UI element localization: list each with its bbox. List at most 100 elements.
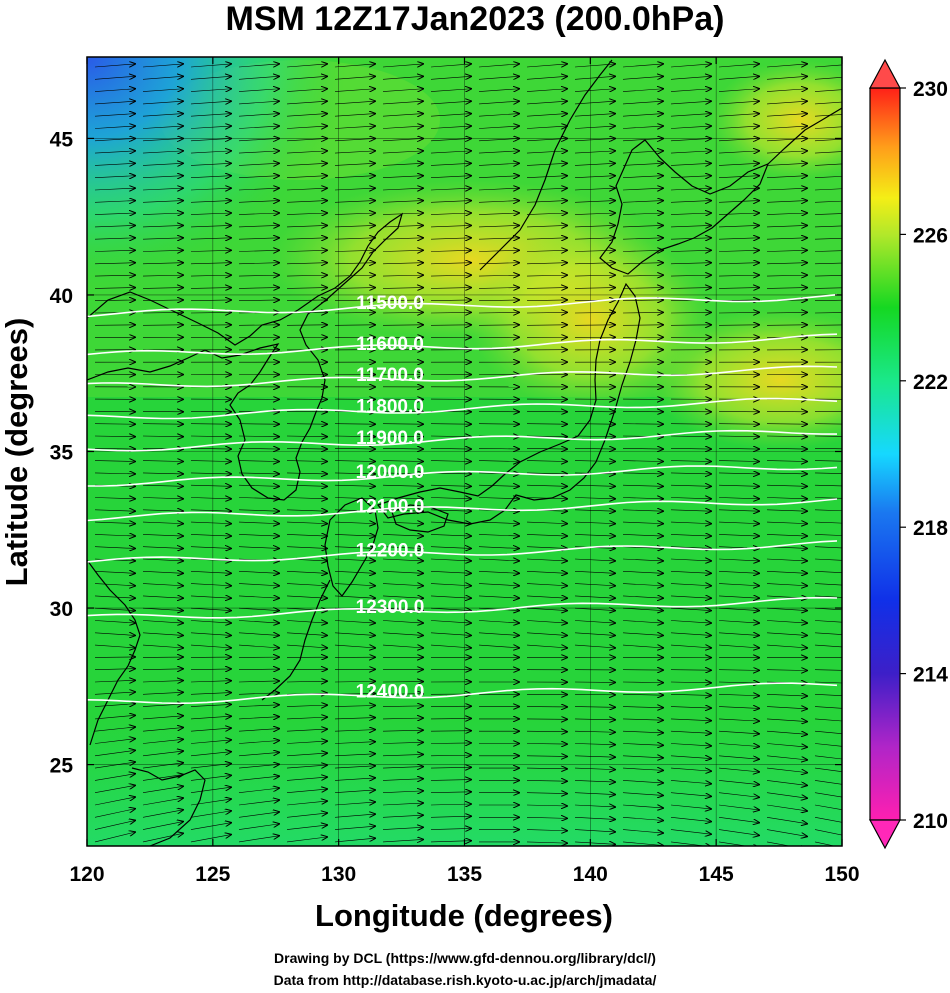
wind-arrow: [382, 436, 423, 437]
wind-arrow: [526, 547, 567, 549]
wind-arrow: [142, 728, 183, 732]
wind-arrow: [382, 424, 423, 425]
coast-hokkaido: [599, 139, 770, 275]
wind-arrow: [382, 571, 423, 573]
wind-arrow: [718, 682, 759, 683]
wind-arrow: [622, 694, 663, 695]
wind-arrow: [190, 835, 231, 843]
wind-arrow: [94, 89, 135, 92]
wind-arrow: [190, 498, 231, 499]
wind-arrow: [670, 473, 711, 474]
wind-arrow: [142, 461, 183, 462]
wind-arrow: [766, 64, 807, 67]
wind-arrow: [334, 263, 375, 264]
wind-arrow: [238, 717, 279, 719]
wind-arrow: [142, 263, 183, 264]
wind-arrow: [478, 645, 519, 648]
contour-label: 11800.0: [356, 396, 424, 417]
wind-arrow: [190, 728, 231, 731]
wind-arrow: [718, 238, 759, 239]
wind-arrow: [142, 176, 183, 178]
wind-arrow: [574, 213, 615, 215]
wind-arrow: [382, 225, 423, 226]
wind-arrow: [670, 176, 711, 178]
wind-arrow: [574, 188, 615, 190]
wind-arrow: [622, 201, 663, 203]
wind-arrow: [718, 829, 759, 836]
wind-arrow: [718, 694, 759, 695]
wind-arrow: [718, 176, 759, 178]
wind-arrow: [622, 633, 663, 636]
wind-arrow: [286, 485, 327, 486]
wind-arrow: [526, 101, 567, 104]
wind-arrow: [286, 64, 327, 67]
wind-arrow: [766, 448, 807, 449]
wind-arrow: [94, 820, 135, 830]
wind-arrow: [718, 448, 759, 449]
wind-arrow: [766, 201, 807, 203]
wind-arrow: [286, 753, 327, 756]
wind-arrow: [670, 719, 711, 721]
wind-arrow: [622, 829, 663, 833]
wind-arrow: [526, 571, 567, 573]
wind-arrow: [526, 225, 567, 226]
wind-arrow: [382, 126, 423, 128]
wind-arrow: [670, 225, 711, 226]
wind-arrow: [574, 275, 615, 276]
wind-arrow: [238, 776, 279, 781]
wind-arrow: [814, 730, 842, 734]
wind-arrow: [622, 250, 663, 251]
wind-arrow: [622, 817, 663, 820]
wind-arrow: [718, 138, 759, 140]
wind-arrow: [718, 571, 759, 573]
wind-arrow: [334, 571, 375, 573]
wind-arrow: [814, 694, 842, 696]
wind-arrow: [478, 76, 519, 79]
wind-arrow: [190, 138, 231, 140]
colorbar-bar: [869, 87, 901, 821]
wind-arrow: [814, 76, 842, 80]
contour-label: 12100.0: [356, 497, 425, 518]
wind-arrow: [94, 263, 135, 264]
wind-arrow: [574, 571, 615, 573]
wind-arrow: [814, 299, 842, 301]
wind-arrow: [478, 312, 519, 313]
wind-arrow: [334, 559, 375, 561]
wind-arrow: [286, 681, 327, 682]
wind-arrow: [190, 76, 231, 79]
wind-arrow: [334, 766, 375, 768]
wind-arrow: [382, 275, 423, 276]
wind-arrow: [382, 839, 423, 841]
wind-arrow: [94, 534, 135, 536]
wind-arrow: [142, 89, 183, 92]
wind-arrow: [574, 842, 615, 844]
wind-arrow: [814, 681, 842, 684]
wind-arrow: [622, 731, 663, 733]
gridlines: [87, 57, 842, 846]
wind-arrow: [142, 300, 183, 301]
wind-arrow: [334, 64, 375, 67]
wind-arrow: [718, 275, 759, 276]
wind-arrow: [574, 731, 615, 732]
wind-arrow: [286, 238, 327, 239]
wind-arrow: [814, 472, 842, 474]
wind-arrow: [334, 188, 375, 190]
wind-arrow: [526, 163, 567, 165]
wind-arrow: [718, 633, 759, 636]
wind-arrow: [766, 645, 807, 648]
wind-arrow: [622, 275, 663, 276]
wind-arrow: [766, 743, 807, 748]
wind-arrow: [382, 201, 423, 203]
wind-arrow: [142, 559, 183, 561]
wind-arrow: [238, 693, 279, 694]
wind-arrow: [190, 424, 231, 425]
wind-arrow: [190, 250, 231, 251]
wind-arrow: [142, 633, 183, 636]
wind-arrow: [94, 114, 135, 117]
wind-arrow: [814, 287, 842, 289]
wind-arrow: [190, 64, 231, 67]
wind-arrow: [574, 485, 615, 486]
wind-arrow: [814, 163, 842, 166]
contour-line: [87, 540, 838, 563]
wind-arrow: [334, 275, 375, 276]
